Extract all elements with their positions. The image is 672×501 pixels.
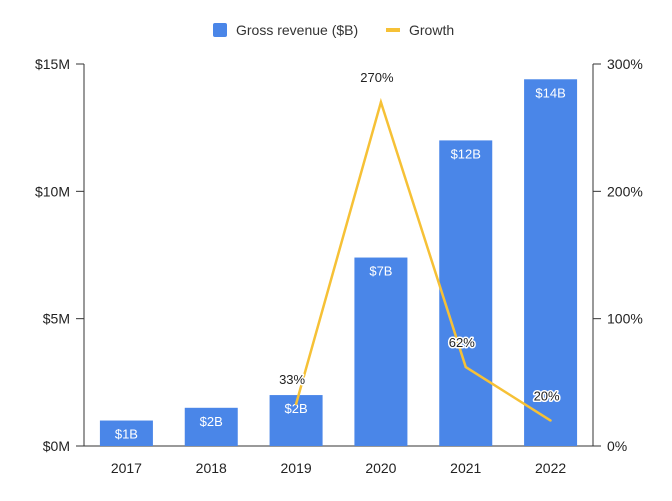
revenue-bar-label: $12B xyxy=(451,146,481,161)
y-right-tick-label: 200% xyxy=(607,183,643,199)
growth-point xyxy=(379,101,383,104)
x-tick-label: 2018 xyxy=(196,460,227,476)
x-tick-label: 2019 xyxy=(281,460,312,476)
legend-swatch-growth xyxy=(386,28,400,32)
legend-label-growth: Growth xyxy=(409,22,454,38)
y-right-tick-label: 0% xyxy=(607,438,627,454)
growth-line-group: 33% 270% 62% 20% xyxy=(278,69,562,422)
revenue-bar xyxy=(439,140,493,446)
legend-swatch-revenue xyxy=(213,23,227,37)
growth-label: 20% xyxy=(534,389,560,404)
y-right-tick-label: 100% xyxy=(607,311,643,327)
revenue-bar xyxy=(99,420,153,446)
x-tick-label: 2022 xyxy=(535,460,566,476)
revenue-bar-label: $2B xyxy=(285,401,308,416)
growth-label: 270% xyxy=(360,70,394,85)
revenue-bar-label: $1B xyxy=(115,427,138,442)
y-left-tick-label: $0M xyxy=(43,438,70,454)
x-tick-label: 2017 xyxy=(111,460,142,476)
growth-point xyxy=(549,419,552,422)
y-left-tick-label: $5M xyxy=(43,311,70,327)
growth-point xyxy=(464,365,467,369)
revenue-bar-label: $7B xyxy=(369,264,392,279)
y-left-tick-label: $10M xyxy=(35,183,70,199)
legend: Gross revenue ($B) Growth xyxy=(213,22,454,38)
legend-label-revenue: Gross revenue ($B) xyxy=(236,22,358,38)
revenue-bar xyxy=(354,257,408,446)
revenue-bar-label: $2B xyxy=(200,414,223,429)
y-left-tick-label: $15M xyxy=(35,56,70,72)
growth-label: 62% xyxy=(449,335,475,350)
growth-label: 33% xyxy=(279,372,305,387)
x-tick-label: 2020 xyxy=(365,460,396,476)
revenue-bar xyxy=(524,79,578,446)
growth-line xyxy=(294,97,552,422)
x-tick-label: 2021 xyxy=(450,460,481,476)
axes: $0M $5M $10M $15M 0% 100% 200% 300% 2017 2018 2019… xyxy=(35,56,643,476)
revenue-bar-label: $14B xyxy=(535,85,565,100)
growth-point xyxy=(294,402,298,406)
revenue-bar xyxy=(184,407,238,446)
y-right-tick-label: 300% xyxy=(607,56,643,72)
